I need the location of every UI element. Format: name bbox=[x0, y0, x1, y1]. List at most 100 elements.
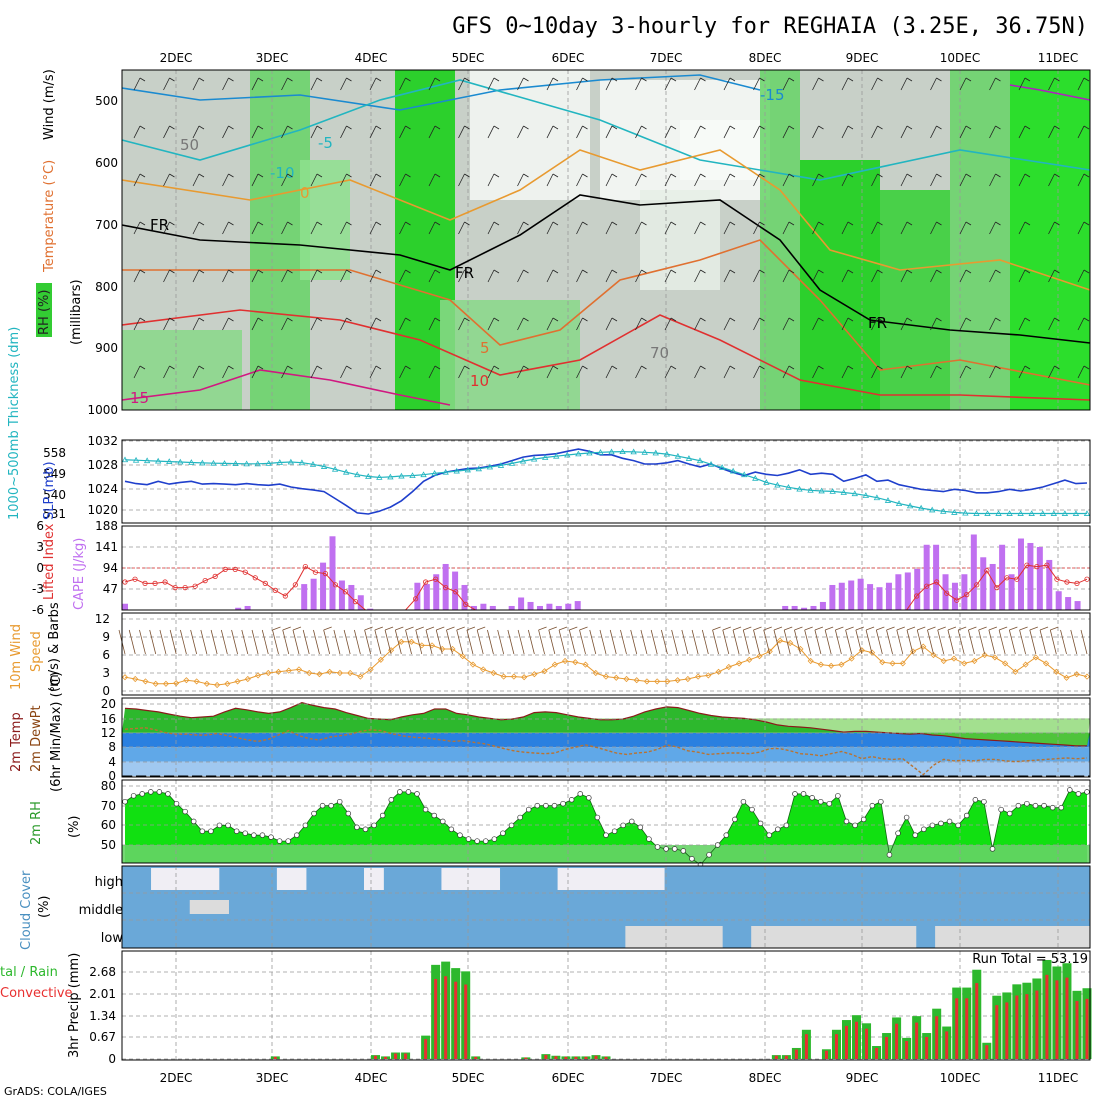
wind-barb-flag bbox=[464, 173, 470, 178]
li-point bbox=[964, 591, 970, 598]
wind10-barb bbox=[1039, 629, 1047, 655]
wind-barb bbox=[546, 77, 554, 91]
wind10-barb bbox=[732, 629, 740, 655]
rh-point bbox=[792, 791, 798, 797]
precip-conv-bar bbox=[424, 1039, 428, 1059]
wind-barb-flag bbox=[228, 173, 234, 178]
wind-barb bbox=[782, 269, 790, 283]
wind-barb bbox=[989, 269, 996, 283]
cloud-high-cell bbox=[151, 868, 162, 890]
wind-barb bbox=[133, 365, 141, 379]
wind-barb bbox=[930, 125, 937, 139]
wind10-barb bbox=[671, 629, 679, 655]
rh-point bbox=[1067, 787, 1073, 793]
precip-conv-bar bbox=[404, 1053, 408, 1059]
rh-point bbox=[740, 798, 747, 805]
wind-barb-flag bbox=[552, 317, 559, 322]
cloud-low-cell bbox=[644, 926, 655, 948]
wind-barb bbox=[458, 221, 465, 235]
wind-barb-flag bbox=[287, 365, 293, 370]
wind10-barb-flag bbox=[364, 626, 373, 631]
wind-barb bbox=[222, 125, 229, 139]
wind-barb bbox=[812, 173, 819, 187]
wind-barb-flag bbox=[198, 317, 205, 322]
wind10-barb-flag bbox=[384, 626, 394, 631]
wind-barb-flag bbox=[877, 269, 883, 274]
wind10-barb bbox=[159, 629, 167, 655]
cape-bar bbox=[923, 544, 930, 610]
wind10-barb bbox=[906, 629, 914, 655]
wind10-barb bbox=[190, 629, 198, 655]
wind10-barb-flag bbox=[456, 626, 465, 631]
cape-tick-label: 188 bbox=[95, 519, 118, 533]
thickness-point bbox=[210, 459, 217, 466]
wind-barb-flag bbox=[198, 365, 205, 370]
wind-speed-point bbox=[306, 669, 313, 677]
cape-bar bbox=[452, 571, 459, 610]
wind-barb bbox=[900, 317, 908, 331]
wind-barb bbox=[487, 365, 495, 379]
wind-speed-point bbox=[326, 668, 333, 675]
thickness-label: 1000~500mb Thickness (dm) bbox=[7, 327, 22, 520]
li-point bbox=[1024, 562, 1030, 568]
rh-point bbox=[972, 797, 979, 803]
rh-point bbox=[371, 822, 377, 829]
wind-barb bbox=[635, 173, 642, 187]
thickness-point bbox=[409, 472, 416, 478]
li-point bbox=[242, 569, 248, 575]
wind-barb-flag bbox=[670, 77, 677, 82]
precip-conv-bar bbox=[1045, 974, 1049, 1059]
cape-bar bbox=[951, 582, 958, 610]
contour-label: FR bbox=[868, 314, 887, 332]
wind-barb-flag bbox=[700, 125, 706, 130]
li-tick-label: -3 bbox=[32, 582, 44, 596]
li-point bbox=[944, 590, 950, 596]
wind-barb-flag bbox=[552, 125, 559, 130]
wind10-barb bbox=[978, 629, 986, 655]
li-point bbox=[1034, 563, 1040, 570]
wind10-barb bbox=[988, 629, 996, 655]
thickness-point bbox=[243, 460, 250, 467]
wind-speed-point bbox=[214, 681, 221, 689]
wind-barb bbox=[841, 77, 849, 91]
contour-label: 5 bbox=[480, 339, 490, 357]
temp-line bbox=[124, 701, 1087, 747]
wind-barb-flag bbox=[493, 221, 500, 226]
wind-barb bbox=[517, 365, 524, 379]
wind-speed-point bbox=[224, 680, 231, 687]
rh-point bbox=[568, 797, 575, 803]
wind-speed-point bbox=[756, 653, 763, 660]
wind-barb-flag bbox=[169, 317, 175, 322]
wind-barb-flag bbox=[788, 269, 795, 274]
li-point bbox=[332, 582, 339, 588]
wind-barb bbox=[281, 221, 288, 235]
cloud-low-cell bbox=[780, 926, 791, 948]
wind10-barb-flag bbox=[927, 626, 936, 631]
wind-barb bbox=[753, 269, 760, 283]
cape-label: CAPE (J/kg) bbox=[72, 538, 87, 610]
wind-barb bbox=[576, 77, 583, 91]
wind-barb-flag bbox=[906, 269, 913, 274]
thickness-point bbox=[818, 487, 825, 494]
wind-speed-point bbox=[838, 661, 845, 668]
wind-speed-point bbox=[1063, 674, 1070, 681]
wind-barb bbox=[782, 317, 790, 331]
temp-tick-label: 20 bbox=[101, 697, 116, 711]
wind-barb bbox=[163, 77, 170, 91]
slp-labels: 1000~500mb Thickness (dm) SLP (mb) bbox=[7, 327, 57, 520]
wind-barb bbox=[635, 125, 642, 139]
precip-conv-bar bbox=[1005, 1002, 1009, 1059]
cape-bar bbox=[989, 563, 996, 610]
rh-point bbox=[989, 846, 996, 852]
wind-speed-point bbox=[408, 638, 415, 645]
li-point bbox=[413, 596, 419, 602]
wind-barb bbox=[399, 125, 406, 139]
cloud-high-cell bbox=[615, 868, 626, 890]
wind-barb bbox=[428, 317, 436, 331]
bottom-date-label: 4DEC bbox=[355, 1071, 388, 1085]
thickness-point bbox=[575, 450, 582, 457]
wind-barb-flag bbox=[729, 173, 736, 178]
rh-shading-patch bbox=[800, 160, 880, 410]
cape-bar bbox=[885, 582, 892, 610]
wind-barb bbox=[310, 77, 318, 91]
